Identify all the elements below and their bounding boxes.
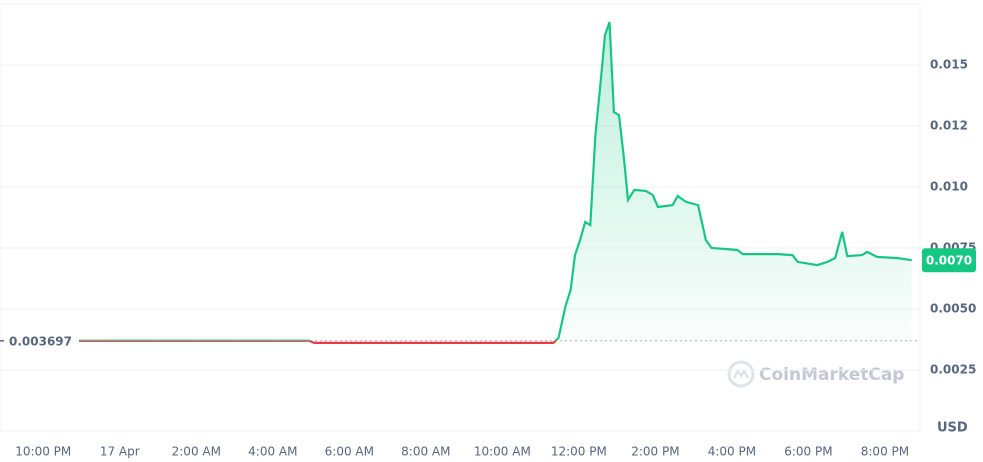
x-tick-label: 8:00 AM	[401, 445, 450, 459]
y-tick-label: 0.0050	[930, 302, 976, 316]
x-tick-label: 6:00 PM	[784, 445, 832, 459]
y-tick-label: 0.015	[930, 58, 968, 72]
x-tick-label: 12:00 PM	[551, 445, 607, 459]
current-price-label: 0.0070	[926, 254, 972, 268]
plot-frame	[0, 3, 921, 432]
x-tick-label: 10:00 PM	[15, 445, 71, 459]
current-price-badge	[922, 248, 976, 273]
baseline-label-bg	[3, 330, 79, 351]
price-area	[5, 22, 912, 341]
x-tick-label: 2:00 AM	[172, 445, 221, 459]
watermark-logo	[727, 360, 755, 388]
x-tick-label: 6:00 AM	[325, 445, 374, 459]
baseline-label: 0.003697	[9, 334, 72, 348]
x-tick-label: 4:00 PM	[708, 445, 756, 459]
x-tick-label: 10:00 AM	[474, 445, 531, 459]
y-tick-label: 0.010	[930, 180, 968, 194]
y-tick-label: 0.0025	[930, 363, 976, 377]
watermark: CoinMarketCap	[759, 365, 904, 385]
x-tick-label: 2:00 PM	[631, 445, 679, 459]
x-tick-label: 17 Apr	[100, 445, 140, 459]
x-tick-label: 4:00 AM	[248, 445, 297, 459]
y-tick-label: 0.012	[930, 119, 968, 133]
price-line-up	[4, 21, 912, 341]
y-axis-label: USD	[937, 421, 968, 436]
x-tick-label: 8:00 PM	[861, 445, 909, 459]
